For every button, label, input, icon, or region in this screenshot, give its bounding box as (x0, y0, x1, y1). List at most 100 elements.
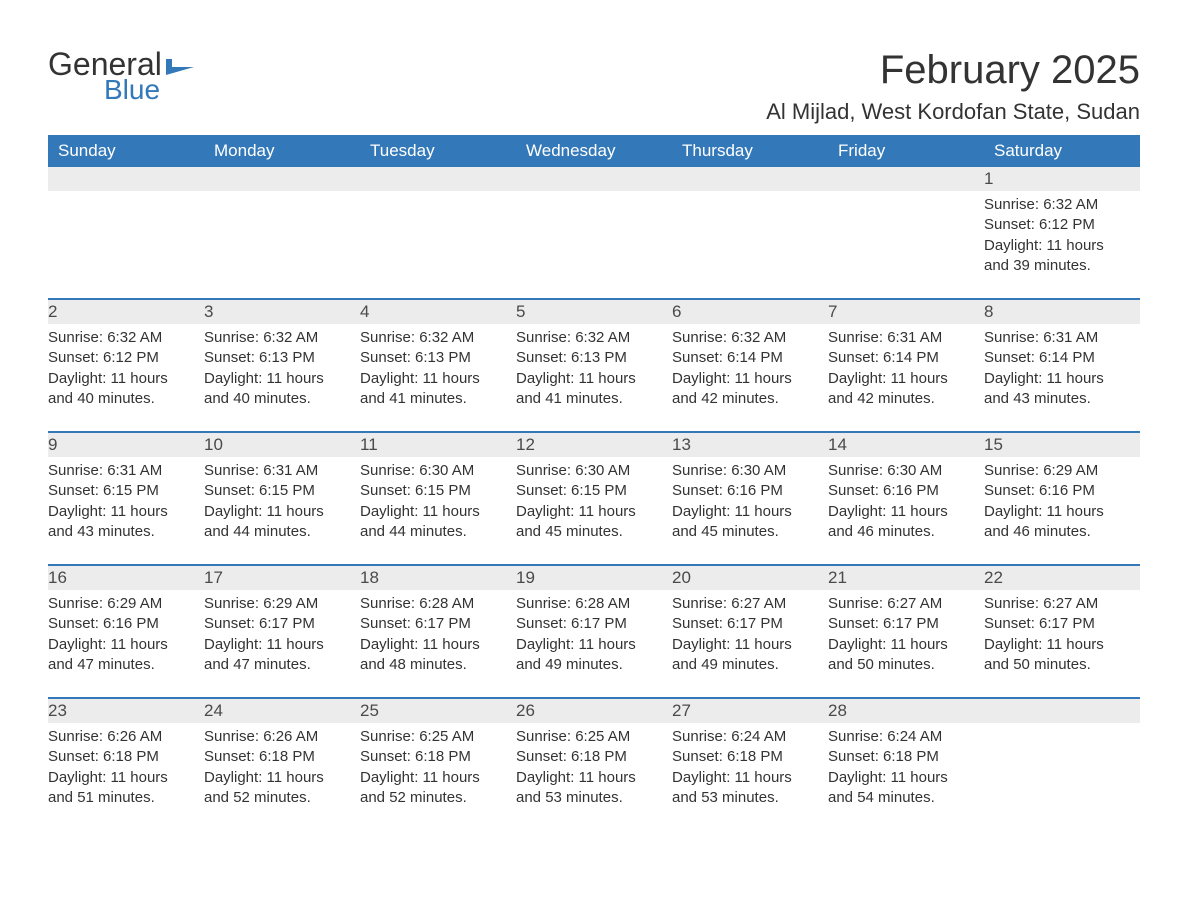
sunset-text: Sunset: 6:13 PM (204, 348, 350, 368)
sunrise-text: Sunrise: 6:28 AM (360, 594, 506, 614)
day-number: 15 (984, 433, 1140, 457)
calendar-week-row: 23Sunrise: 6:26 AMSunset: 6:18 PMDayligh… (48, 698, 1140, 830)
sunrise-text: Sunrise: 6:29 AM (984, 461, 1130, 481)
page-header: General Blue February 2025 Al Mijlad, We… (48, 48, 1140, 125)
day-number: 28 (828, 699, 984, 723)
sunset-text: Sunset: 6:17 PM (204, 614, 350, 634)
title-block: February 2025 Al Mijlad, West Kordofan S… (766, 48, 1140, 125)
calendar-week-row: 9Sunrise: 6:31 AMSunset: 6:15 PMDaylight… (48, 432, 1140, 565)
calendar-cell: 3Sunrise: 6:32 AMSunset: 6:13 PMDaylight… (204, 299, 360, 432)
daylight-text: Daylight: 11 hours and 54 minutes. (828, 768, 974, 809)
day-details: Sunrise: 6:32 AMSunset: 6:12 PMDaylight:… (48, 328, 194, 409)
weekday-header: Friday (828, 135, 984, 167)
day-details: Sunrise: 6:25 AMSunset: 6:18 PMDaylight:… (360, 727, 506, 808)
daylight-text: Daylight: 11 hours and 50 minutes. (828, 635, 974, 676)
sunrise-text: Sunrise: 6:31 AM (48, 461, 194, 481)
calendar-cell: 22Sunrise: 6:27 AMSunset: 6:17 PMDayligh… (984, 565, 1140, 698)
day-number: 16 (48, 566, 204, 590)
sunrise-text: Sunrise: 6:30 AM (672, 461, 818, 481)
day-details: Sunrise: 6:31 AMSunset: 6:14 PMDaylight:… (984, 328, 1130, 409)
calendar-cell: 9 Sunrise: 6:31 AMSunset: 6:15 PMDaylight… (48, 432, 204, 565)
sunset-text: Sunset: 6:16 PM (984, 481, 1130, 501)
day-number: 27 (672, 699, 828, 723)
calendar-cell: 27Sunrise: 6:24 AMSunset: 6:18 PMDayligh… (672, 698, 828, 830)
day-number: 19 (516, 566, 672, 590)
calendar-cell: 6Sunrise: 6:32 AMSunset: 6:14 PMDaylight… (672, 299, 828, 432)
sunrise-text: Sunrise: 6:25 AM (516, 727, 662, 747)
sunrise-text: Sunrise: 6:27 AM (984, 594, 1130, 614)
day-number: 7 (828, 300, 984, 324)
sunrise-text: Sunrise: 6:24 AM (828, 727, 974, 747)
day-number: 11 (360, 433, 516, 457)
day-number (48, 167, 204, 191)
day-details: Sunrise: 6:30 AMSunset: 6:16 PMDaylight:… (828, 461, 974, 542)
daylight-text: Daylight: 11 hours and 52 minutes. (204, 768, 350, 809)
day-details: Sunrise: 6:28 AMSunset: 6:17 PMDaylight:… (360, 594, 506, 675)
calendar-cell (48, 167, 204, 299)
calendar-cell: 23Sunrise: 6:26 AMSunset: 6:18 PMDayligh… (48, 698, 204, 830)
sunrise-text: Sunrise: 6:24 AM (672, 727, 818, 747)
month-title: February 2025 (766, 48, 1140, 93)
daylight-text: Daylight: 11 hours and 46 minutes. (984, 502, 1130, 543)
sunrise-text: Sunrise: 6:29 AM (204, 594, 350, 614)
sunrise-text: Sunrise: 6:32 AM (204, 328, 350, 348)
sunrise-text: Sunrise: 6:31 AM (204, 461, 350, 481)
calendar-cell: 19Sunrise: 6:28 AMSunset: 6:17 PMDayligh… (516, 565, 672, 698)
sunset-text: Sunset: 6:18 PM (360, 747, 506, 767)
weekday-header-row: Sunday Monday Tuesday Wednesday Thursday… (48, 135, 1140, 167)
calendar-cell: 11Sunrise: 6:30 AMSunset: 6:15 PMDayligh… (360, 432, 516, 565)
daylight-text: Daylight: 11 hours and 43 minutes. (48, 502, 194, 543)
calendar-cell: 1Sunrise: 6:32 AMSunset: 6:12 PMDaylight… (984, 167, 1140, 299)
day-details: Sunrise: 6:32 AMSunset: 6:14 PMDaylight:… (672, 328, 818, 409)
sunrise-text: Sunrise: 6:30 AM (516, 461, 662, 481)
calendar-cell: 17 Sunrise: 6:29 AMSunset: 6:17 PMDayligh… (204, 565, 360, 698)
daylight-text: Daylight: 11 hours and 41 minutes. (516, 369, 662, 410)
day-number: 10 (204, 433, 360, 457)
calendar-cell: 26Sunrise: 6:25 AMSunset: 6:18 PMDayligh… (516, 698, 672, 830)
weekday-header: Thursday (672, 135, 828, 167)
day-number: 20 (672, 566, 828, 590)
daylight-text: Daylight: 11 hours and 49 minutes. (516, 635, 662, 676)
sunset-text: Sunset: 6:18 PM (828, 747, 974, 767)
sunset-text: Sunset: 6:12 PM (984, 215, 1130, 235)
calendar-cell (672, 167, 828, 299)
calendar-cell (360, 167, 516, 299)
day-number: 9 (48, 433, 204, 457)
daylight-text: Daylight: 11 hours and 46 minutes. (828, 502, 974, 543)
logo-flag-icon (166, 57, 194, 75)
day-number: 25 (360, 699, 516, 723)
sunrise-text: Sunrise: 6:31 AM (984, 328, 1130, 348)
day-number: 13 (672, 433, 828, 457)
calendar-table: Sunday Monday Tuesday Wednesday Thursday… (48, 135, 1140, 830)
day-details: Sunrise: 6:29 AMSunset: 6:17 PMDaylight:… (204, 594, 350, 675)
sunset-text: Sunset: 6:15 PM (48, 481, 194, 501)
day-number: 5 (516, 300, 672, 324)
sunrise-text: Sunrise: 6:32 AM (48, 328, 194, 348)
calendar-week-row: 16Sunrise: 6:29 AMSunset: 6:16 PMDayligh… (48, 565, 1140, 698)
day-number: 23 (48, 699, 204, 723)
sunset-text: Sunset: 6:14 PM (828, 348, 974, 368)
day-number: 3 (204, 300, 360, 324)
calendar-cell: 24Sunrise: 6:26 AMSunset: 6:18 PMDayligh… (204, 698, 360, 830)
daylight-text: Daylight: 11 hours and 42 minutes. (672, 369, 818, 410)
daylight-text: Daylight: 11 hours and 53 minutes. (516, 768, 662, 809)
day-number: 22 (984, 566, 1140, 590)
day-number: 17 (204, 566, 360, 590)
logo: General Blue (48, 48, 194, 104)
day-number (360, 167, 516, 191)
daylight-text: Daylight: 11 hours and 45 minutes. (672, 502, 818, 543)
daylight-text: Daylight: 11 hours and 44 minutes. (360, 502, 506, 543)
calendar-cell (984, 698, 1140, 830)
sunset-text: Sunset: 6:12 PM (48, 348, 194, 368)
day-details: Sunrise: 6:32 AMSunset: 6:13 PMDaylight:… (360, 328, 506, 409)
weekday-header: Monday (204, 135, 360, 167)
sunset-text: Sunset: 6:17 PM (828, 614, 974, 634)
sunset-text: Sunset: 6:18 PM (48, 747, 194, 767)
calendar-cell: 7Sunrise: 6:31 AMSunset: 6:14 PMDaylight… (828, 299, 984, 432)
day-details: Sunrise: 6:30 AMSunset: 6:16 PMDaylight:… (672, 461, 818, 542)
weekday-header: Saturday (984, 135, 1140, 167)
sunrise-text: Sunrise: 6:31 AM (828, 328, 974, 348)
daylight-text: Daylight: 11 hours and 40 minutes. (48, 369, 194, 410)
day-number: 8 (984, 300, 1140, 324)
day-details: Sunrise: 6:30 AMSunset: 6:15 PMDaylight:… (516, 461, 662, 542)
